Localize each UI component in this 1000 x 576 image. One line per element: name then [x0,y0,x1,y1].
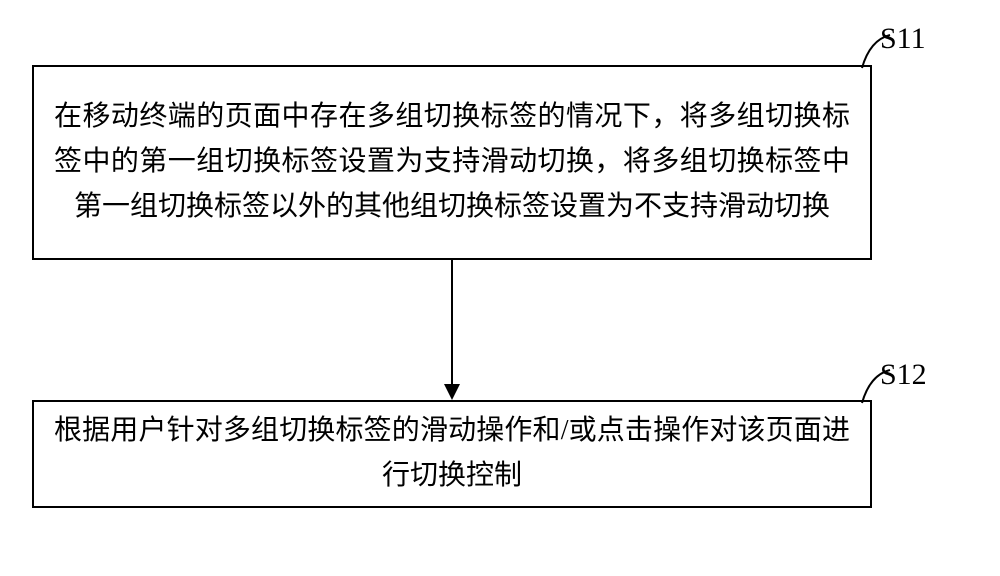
flow-step-box-1: 在移动终端的页面中存在多组切换标签的情况下，将多组切换标签中的第一组切换标签设置… [32,65,872,260]
flow-arrow-1 [440,260,464,402]
label-connector-1 [860,30,900,70]
flow-step-text-1: 在移动终端的页面中存在多组切换标签的情况下，将多组切换标签中的第一组切换标签设置… [54,95,850,229]
flowchart-canvas: 在移动终端的页面中存在多组切换标签的情况下，将多组切换标签中的第一组切换标签设置… [0,0,1000,576]
flow-step-text-2: 根据用户针对多组切换标签的滑动操作和/或点击操作对该页面进行切换控制 [54,409,850,499]
flow-step-box-2: 根据用户针对多组切换标签的滑动操作和/或点击操作对该页面进行切换控制 [32,400,872,508]
label-connector-2 [860,365,900,405]
